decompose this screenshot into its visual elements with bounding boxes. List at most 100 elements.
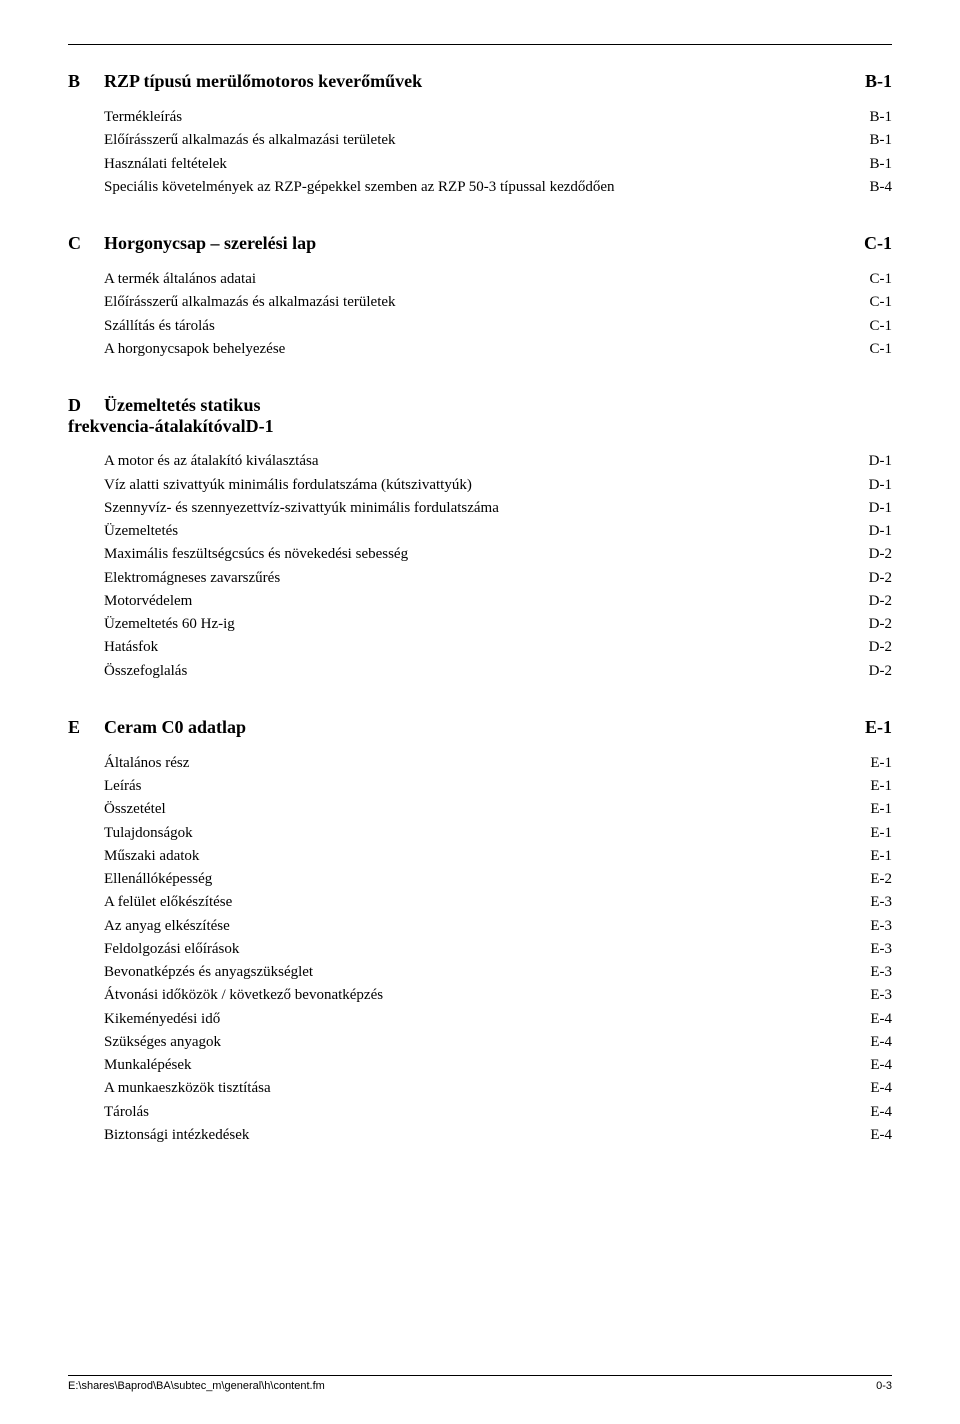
toc-page: B-4 bbox=[858, 176, 892, 199]
toc-label: Műszaki adatok bbox=[104, 845, 840, 868]
toc-page: E-4 bbox=[858, 1101, 892, 1124]
toc-label: Használati feltételek bbox=[104, 153, 840, 176]
toc-page: E-1 bbox=[858, 775, 892, 798]
section-heading-c: C Horgonycsap – szerelési lap C-1 bbox=[68, 233, 892, 254]
toc-page: E-3 bbox=[858, 891, 892, 914]
toc-label: Hatásfok bbox=[104, 636, 840, 659]
toc-page: D-1 bbox=[858, 474, 892, 497]
toc-page: D-1 bbox=[858, 520, 892, 543]
toc-page: E-4 bbox=[858, 1008, 892, 1031]
footer-path: E:\shares\Baprod\BA\subtec_m\general\h\c… bbox=[68, 1380, 325, 1392]
section-letter: D bbox=[68, 395, 104, 416]
toc-page: E-1 bbox=[858, 798, 892, 821]
toc-page: E-1 bbox=[858, 752, 892, 775]
toc-label: Átvonási időközök / következő bevonatkép… bbox=[104, 984, 840, 1007]
section-e: E Ceram C0 adatlap E-1 Általános rész E-1… bbox=[68, 717, 892, 1147]
toc-row: Szennyvíz- és szennyezettvíz-szivattyúk … bbox=[68, 497, 892, 520]
toc-page: D-2 bbox=[858, 660, 892, 683]
toc-page: E-2 bbox=[858, 868, 892, 891]
toc-page: B-1 bbox=[858, 106, 892, 129]
toc-label: Kikeményedési idő bbox=[104, 1008, 840, 1031]
toc-page: D-2 bbox=[858, 543, 892, 566]
toc-page: C-1 bbox=[858, 338, 892, 361]
toc-page: E-4 bbox=[858, 1054, 892, 1077]
section-title: Ceram C0 adatlap bbox=[104, 717, 246, 738]
section-b: B RZP típusú merülőmotoros keverőművek B… bbox=[68, 71, 892, 199]
toc-row: Speciális követelmények az RZP-gépekkel … bbox=[68, 176, 892, 199]
toc-label: Előírásszerű alkalmazás és alkalmazási t… bbox=[104, 129, 840, 152]
toc-row: Hatásfok D-2 bbox=[68, 636, 892, 659]
toc-label: Feldolgozási előírások bbox=[104, 938, 840, 961]
section-page: E-1 bbox=[865, 717, 892, 738]
section-letter: B bbox=[68, 71, 104, 92]
section-heading-e: E Ceram C0 adatlap E-1 bbox=[68, 717, 892, 738]
toc-row: A motor és az átalakító kiválasztásaD-1 bbox=[68, 450, 892, 473]
toc-row: MotorvédelemD-2 bbox=[68, 590, 892, 613]
toc-page: B-1 bbox=[858, 153, 892, 176]
toc-row: Átvonási időközök / következő bevonatkép… bbox=[68, 984, 892, 1007]
toc-label: Víz alatti szivattyúk minimális fordulat… bbox=[104, 474, 840, 497]
toc-label: Biztonsági intézkedések bbox=[104, 1124, 840, 1147]
toc-page: E-3 bbox=[858, 984, 892, 1007]
toc-row: Kikeményedési idő E-4 bbox=[68, 1008, 892, 1031]
toc-row: Ellenállóképesség E-2 bbox=[68, 868, 892, 891]
toc-row: TulajdonságokE-1 bbox=[68, 822, 892, 845]
toc-page: D-2 bbox=[858, 567, 892, 590]
section-title-line1: Üzemeltetés statikus bbox=[104, 395, 260, 415]
section-title: RZP típusú merülőmotoros keverőművek bbox=[104, 71, 422, 92]
toc-row: Maximális feszültségcsúcs és növekedési … bbox=[68, 543, 892, 566]
toc-label: Általános rész bbox=[104, 752, 840, 775]
toc-row: Bevonatképzés és anyagszükséglet E-3 bbox=[68, 961, 892, 984]
toc-label: Ellenállóképesség bbox=[104, 868, 840, 891]
section-heading-d: DÜzemeltetés statikus frekvencia-átalakí… bbox=[68, 395, 892, 436]
toc-row: Leírás E-1 bbox=[68, 775, 892, 798]
toc-page: C-1 bbox=[858, 315, 892, 338]
toc-label: Üzemeltetés bbox=[104, 520, 840, 543]
toc-page: E-4 bbox=[858, 1124, 892, 1147]
toc-row: ÖsszefoglalásD-2 bbox=[68, 660, 892, 683]
toc-row: Víz alatti szivattyúk minimális fordulat… bbox=[68, 474, 892, 497]
toc-page: E-4 bbox=[858, 1077, 892, 1100]
toc-label: Munkalépések bbox=[104, 1054, 840, 1077]
section-c: C Horgonycsap – szerelési lap C-1 A term… bbox=[68, 233, 892, 361]
toc-row: Üzemeltetés 60 Hz-igD-2 bbox=[68, 613, 892, 636]
page-footer: E:\shares\Baprod\BA\subtec_m\general\h\c… bbox=[68, 1375, 892, 1392]
section-d: DÜzemeltetés statikus frekvencia-átalakí… bbox=[68, 395, 892, 683]
toc-label: Előírásszerű alkalmazás és alkalmazási t… bbox=[104, 291, 840, 314]
toc-label: Leírás bbox=[104, 775, 840, 798]
section-page: C-1 bbox=[864, 233, 892, 254]
toc-label: A felület előkészítése bbox=[104, 891, 840, 914]
toc-row: Összetétel E-1 bbox=[68, 798, 892, 821]
toc-row: A felület előkészítése E-3 bbox=[68, 891, 892, 914]
toc-row: Elektromágneses zavarszűrés D-2 bbox=[68, 567, 892, 590]
toc-label: Összetétel bbox=[104, 798, 840, 821]
toc-page: E-3 bbox=[858, 961, 892, 984]
toc-label: Szennyvíz- és szennyezettvíz-szivattyúk … bbox=[104, 497, 840, 520]
section-title: Horgonycsap – szerelési lap bbox=[104, 233, 316, 254]
toc-label: Szállítás és tárolás bbox=[104, 315, 840, 338]
section-letter: C bbox=[68, 233, 104, 254]
toc-page: E-4 bbox=[858, 1031, 892, 1054]
toc-row: Termékleírás B-1 bbox=[68, 106, 892, 129]
section-heading-b: B RZP típusú merülőmotoros keverőművek B… bbox=[68, 71, 892, 92]
toc-label: A horgonycsapok behelyezése bbox=[104, 338, 840, 361]
toc-page: D-2 bbox=[858, 636, 892, 659]
toc-page: D-1 bbox=[858, 450, 892, 473]
toc-row: Az anyag elkészítéseE-3 bbox=[68, 915, 892, 938]
toc-row: Általános rész E-1 bbox=[68, 752, 892, 775]
toc-page: D-2 bbox=[858, 590, 892, 613]
toc-row: A termék általános adataiC-1 bbox=[68, 268, 892, 291]
toc-row: Üzemeltetés D-1 bbox=[68, 520, 892, 543]
section-title-line2: frekvencia-átalakítóvalD-1 bbox=[68, 416, 892, 437]
toc-row: Előírásszerű alkalmazás és alkalmazási t… bbox=[68, 129, 892, 152]
toc-label: A munkaeszközök tisztítása bbox=[104, 1077, 840, 1100]
top-rule bbox=[68, 44, 892, 45]
toc-label: Speciális követelmények az RZP-gépekkel … bbox=[104, 176, 840, 199]
toc-row: Biztonsági intézkedések E-4 bbox=[68, 1124, 892, 1147]
toc-page: D-1 bbox=[858, 497, 892, 520]
toc-label: Elektromágneses zavarszűrés bbox=[104, 567, 840, 590]
toc-row: TárolásE-4 bbox=[68, 1101, 892, 1124]
toc-label: Bevonatképzés és anyagszükséglet bbox=[104, 961, 840, 984]
toc-row: Feldolgozási előírásokE-3 bbox=[68, 938, 892, 961]
toc-label: Termékleírás bbox=[104, 106, 840, 129]
